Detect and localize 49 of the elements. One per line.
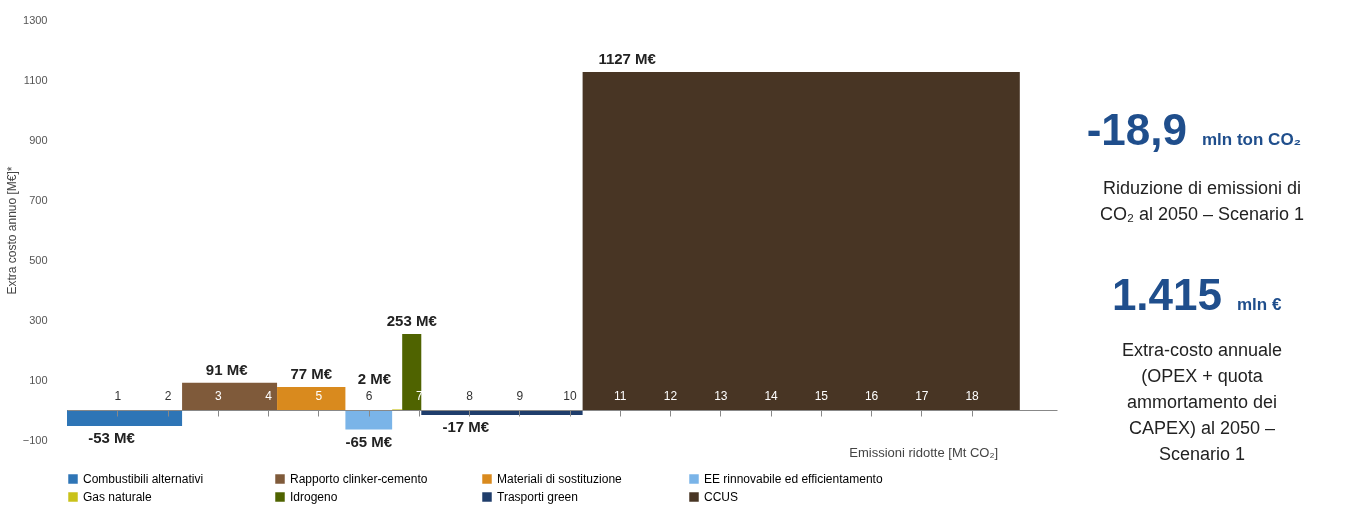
x-tick-label: 15 [814,388,829,403]
y-tick-label: 1300 [23,13,48,26]
x-tick-label: 10 [563,388,578,403]
x-tick-label: 14 [764,388,779,403]
x-tick-label: 18 [965,388,980,403]
legend-label: Trasporti green [497,490,578,504]
legend-label: Idrogeno [290,490,338,504]
text: Riduzione di emissioni di CO₂ al 2050 – Scenario 1 [1099,178,1305,225]
y-tick-label: 900 [29,133,48,146]
x-tick-label: 1 [114,388,122,403]
x-tick-label: 4 [265,388,273,403]
x-tick-label: 13 [714,388,728,403]
y-tick-label: 500 [29,253,48,266]
y-tick-label: 700 [29,193,48,206]
x-tick-label: 12 [663,388,678,403]
text: Extra-costo annuale (OPEX + quota ammortamento dei CAPEX) al 2050 – Scenario 1 [1121,340,1283,465]
x-tick-label: 9 [516,388,524,403]
x-tick-label: 8 [466,388,474,403]
y-tick-label: 1100 [23,73,48,86]
legend-label: Gas naturale [83,490,153,504]
data-label: 2 M€ [357,370,392,388]
x-tick-label: 6 [365,388,373,403]
data-label: 1127 M€ [598,49,657,67]
y-tick-label: −100 [22,433,48,446]
y-tick-label: 300 [29,313,48,326]
text: -18,9 [1086,105,1187,154]
text: mln € [1237,295,1282,314]
data-label: -53 M€ [88,428,136,446]
data-label: 77 M€ [290,364,333,382]
y-axis-title: Extra costo annuo [M€]* [4,166,19,295]
legend-label: Materiali di sostituzione [497,472,623,486]
legend-label: EE rinnovabile ed efficientamento [704,472,883,486]
x-tick-label: 16 [864,388,879,403]
x-axis-title: Emissioni ridotte [Mt CO₂] [849,444,999,460]
x-tick-label: 11 [614,388,627,403]
text: mln ton CO₂ [1202,130,1302,149]
x-tick-label: 3 [214,388,222,403]
data-label: 91 M€ [205,360,249,378]
x-tick-label: 2 [164,388,172,403]
y-tick-label: 100 [29,373,48,386]
x-tick-label: 17 [915,388,929,403]
legend-label: CCUS [704,490,739,504]
data-label: 253 M€ [386,312,438,330]
data-label: -17 M€ [442,418,490,436]
legend-label: Rapporto clinker-cemento [290,472,428,486]
text: 1.415 [1111,270,1222,319]
legend-label: Combustibili alternativi [83,472,204,486]
data-label: -65 M€ [345,432,393,450]
x-tick-label: 5 [315,388,323,403]
